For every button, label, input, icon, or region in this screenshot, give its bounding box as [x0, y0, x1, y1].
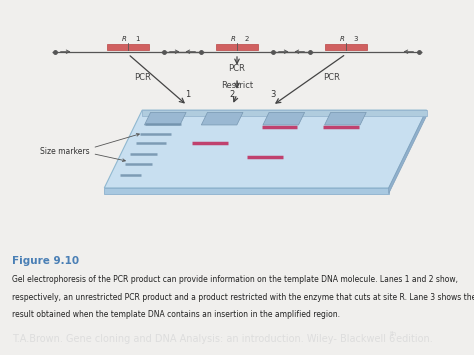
- Text: 3: 3: [270, 91, 275, 99]
- Text: 1: 1: [184, 91, 190, 99]
- Text: Size markers: Size markers: [40, 147, 90, 156]
- Polygon shape: [263, 113, 305, 125]
- Text: 3: 3: [354, 36, 358, 42]
- Bar: [216, 44, 258, 50]
- Text: PCR: PCR: [323, 73, 340, 82]
- Text: PCR: PCR: [228, 64, 246, 73]
- Text: respectively, an unrestricted PCR product and a product restricted with the enzy: respectively, an unrestricted PCR produc…: [12, 293, 474, 301]
- Text: edition.: edition.: [393, 334, 433, 344]
- Polygon shape: [201, 113, 243, 125]
- Text: PCR: PCR: [134, 73, 151, 82]
- Polygon shape: [104, 188, 389, 194]
- Text: Restrict: Restrict: [221, 81, 253, 91]
- Text: R: R: [231, 36, 236, 42]
- Text: th: th: [390, 331, 397, 337]
- Polygon shape: [145, 113, 186, 125]
- Text: 2: 2: [229, 91, 235, 99]
- Text: Gel electrophoresis of the PCR product can provide information on the template D: Gel electrophoresis of the PCR product c…: [12, 275, 458, 284]
- Polygon shape: [389, 110, 427, 194]
- Text: 2: 2: [245, 36, 249, 42]
- Text: R: R: [122, 36, 127, 42]
- Text: R: R: [340, 36, 345, 42]
- Text: 1: 1: [136, 36, 140, 42]
- Polygon shape: [142, 110, 427, 116]
- Polygon shape: [104, 110, 427, 188]
- Bar: [325, 44, 367, 50]
- Text: T.A.Brown. Gene cloning and DNA Analysis: an introduction. Wiley- Blackwell 6: T.A.Brown. Gene cloning and DNA Analysis…: [12, 334, 395, 344]
- Bar: [107, 44, 149, 50]
- Polygon shape: [325, 113, 366, 125]
- Text: result obtained when the template DNA contains an insertion in the amplified reg: result obtained when the template DNA co…: [12, 310, 340, 318]
- Text: Figure 9.10: Figure 9.10: [12, 256, 79, 266]
